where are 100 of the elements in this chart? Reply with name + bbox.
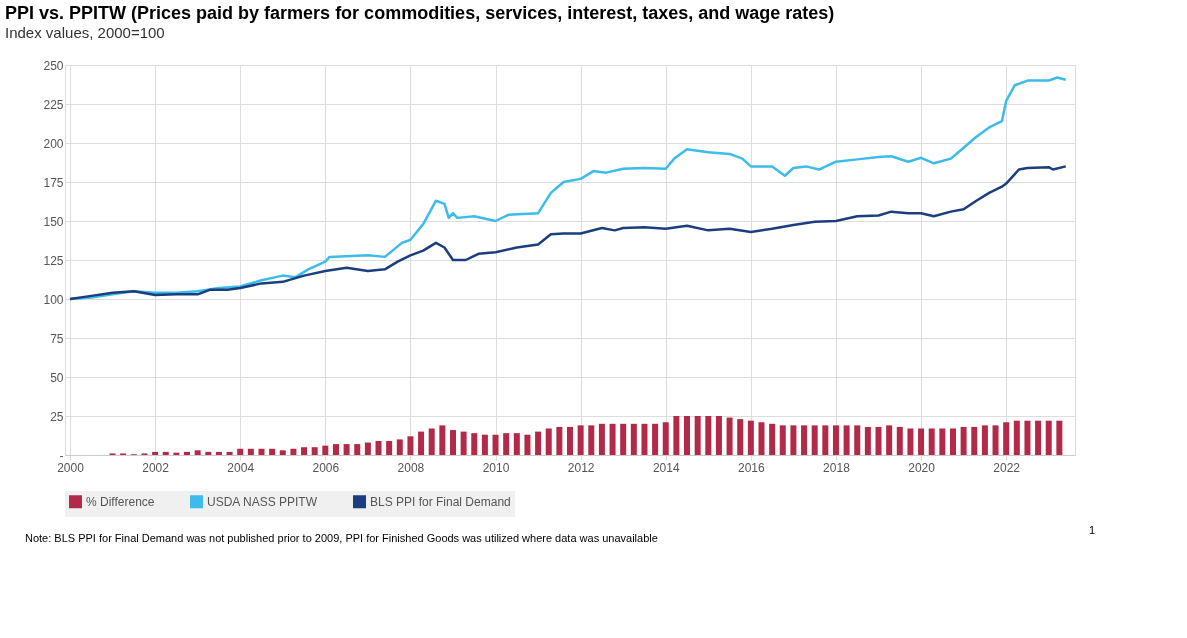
bar — [524, 434, 531, 455]
x-tick-label: 2012 — [567, 460, 595, 475]
bar — [152, 451, 159, 455]
bar — [854, 425, 861, 455]
bar — [832, 425, 839, 455]
bar — [620, 423, 627, 455]
bar — [322, 445, 329, 455]
bar — [332, 444, 339, 455]
bar — [162, 451, 169, 455]
x-tick-label: 2008 — [397, 460, 425, 475]
x-tick-label: 2022 — [993, 460, 1021, 475]
bar — [269, 448, 276, 455]
bar — [205, 451, 212, 455]
bar — [801, 425, 808, 455]
bar — [492, 434, 499, 455]
bar — [301, 447, 308, 455]
bar — [354, 444, 361, 455]
chart-subtitle: Index values, 2000=100 — [5, 24, 165, 41]
bar — [290, 448, 297, 455]
bar — [471, 433, 478, 455]
bar — [567, 426, 573, 455]
legend-label: BLS PPI for Final Demand — [370, 494, 511, 509]
bar — [662, 422, 669, 455]
bar — [864, 426, 871, 455]
bar — [386, 440, 393, 455]
bar — [715, 416, 722, 455]
x-tick-label: 2004 — [227, 460, 255, 475]
bar — [652, 423, 659, 455]
x-tick-label: 2020 — [908, 460, 936, 475]
bar — [960, 426, 967, 455]
y-tick-label: 175 — [43, 175, 64, 190]
bar — [364, 442, 371, 455]
bar — [407, 436, 414, 455]
bar — [588, 425, 595, 455]
legend-label: % Difference — [86, 494, 155, 509]
bar — [396, 439, 403, 455]
bar — [1003, 422, 1010, 455]
bar — [215, 451, 222, 455]
bar — [311, 447, 318, 455]
bar — [1045, 420, 1052, 455]
bar — [598, 423, 605, 455]
bar — [822, 425, 829, 455]
bar — [577, 425, 584, 455]
bar — [556, 426, 563, 455]
bar — [896, 426, 903, 455]
y-tick-label: 25 — [50, 409, 64, 424]
bar — [641, 423, 648, 455]
bar — [811, 425, 818, 455]
legend-label: USDA NASS PPITW — [207, 494, 318, 509]
chart-title: PPI vs. PPITW (Prices paid by farmers for commodities, services, interest, taxes, and wage rates) — [5, 3, 835, 23]
bar — [609, 423, 616, 455]
x-tick-label: 2002 — [142, 460, 170, 475]
bar — [1056, 420, 1063, 455]
bar — [1035, 420, 1042, 455]
bar — [673, 416, 680, 455]
y-tick-label: 250 — [43, 58, 64, 73]
x-tick-label: 2006 — [312, 460, 340, 475]
bar — [779, 425, 786, 455]
bar — [790, 425, 797, 455]
bar — [439, 425, 446, 455]
line-series — [68, 165, 1067, 301]
bar — [928, 428, 935, 455]
bar — [449, 430, 456, 455]
bar — [992, 425, 999, 455]
bar — [375, 440, 382, 455]
bar — [747, 420, 754, 455]
text: 1 — [1088, 524, 1095, 536]
bar — [247, 448, 254, 455]
bar — [875, 426, 882, 455]
x-tick-label: 2016 — [738, 460, 766, 475]
bar — [705, 416, 712, 455]
bar — [758, 422, 765, 455]
x-tick-label: 2014 — [652, 460, 680, 475]
bar — [737, 419, 744, 455]
x-tick-label: 2010 — [482, 460, 510, 475]
bar — [460, 431, 467, 455]
bar — [343, 444, 350, 455]
bar — [503, 433, 510, 455]
bar — [481, 434, 488, 455]
bar — [226, 451, 233, 455]
bar — [981, 425, 988, 455]
y-tick-label: - — [59, 448, 64, 463]
bar — [726, 417, 733, 455]
bar — [886, 425, 893, 455]
y-tick-label: 75 — [50, 331, 64, 346]
bar — [545, 428, 552, 455]
y-tick-label: 50 — [50, 370, 64, 385]
bar — [535, 431, 542, 455]
bar — [237, 448, 244, 455]
bar — [843, 425, 850, 455]
bar — [630, 423, 637, 455]
y-tick-label: 100 — [43, 292, 64, 307]
y-tick-label: 150 — [43, 214, 64, 229]
bar — [184, 451, 191, 455]
bar — [694, 416, 701, 455]
bar — [918, 428, 925, 455]
bar — [769, 423, 776, 455]
bar — [1013, 420, 1020, 455]
x-tick-label: 2000 — [57, 460, 85, 475]
x-tick-label: 2018 — [823, 460, 851, 475]
